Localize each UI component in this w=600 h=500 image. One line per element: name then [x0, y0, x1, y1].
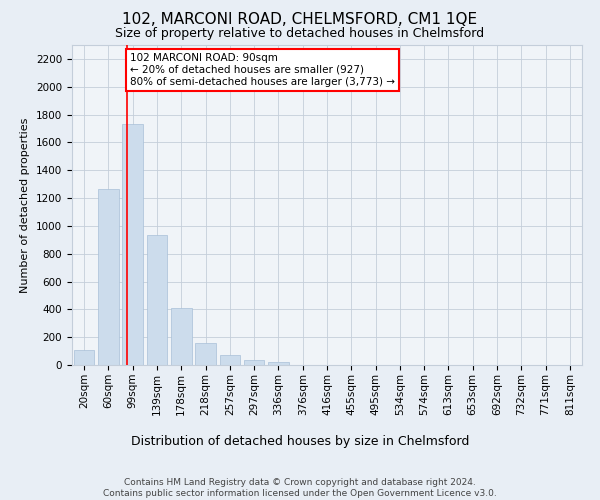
Bar	[195, 344, 216, 365]
Bar	[171, 308, 191, 365]
Bar	[268, 362, 289, 365]
Y-axis label: Number of detached properties: Number of detached properties	[20, 118, 31, 292]
Text: Distribution of detached houses by size in Chelmsford: Distribution of detached houses by size …	[131, 435, 469, 448]
Text: Size of property relative to detached houses in Chelmsford: Size of property relative to detached ho…	[115, 28, 485, 40]
Text: 102, MARCONI ROAD, CHELMSFORD, CM1 1QE: 102, MARCONI ROAD, CHELMSFORD, CM1 1QE	[122, 12, 478, 28]
Bar	[220, 356, 240, 365]
Text: 102 MARCONI ROAD: 90sqm
← 20% of detached houses are smaller (927)
80% of semi-d: 102 MARCONI ROAD: 90sqm ← 20% of detache…	[130, 54, 395, 86]
Bar	[122, 124, 143, 365]
Bar	[98, 189, 119, 365]
Bar	[244, 360, 265, 365]
Text: Contains HM Land Registry data © Crown copyright and database right 2024.
Contai: Contains HM Land Registry data © Crown c…	[103, 478, 497, 498]
Bar	[74, 350, 94, 365]
Bar	[146, 235, 167, 365]
